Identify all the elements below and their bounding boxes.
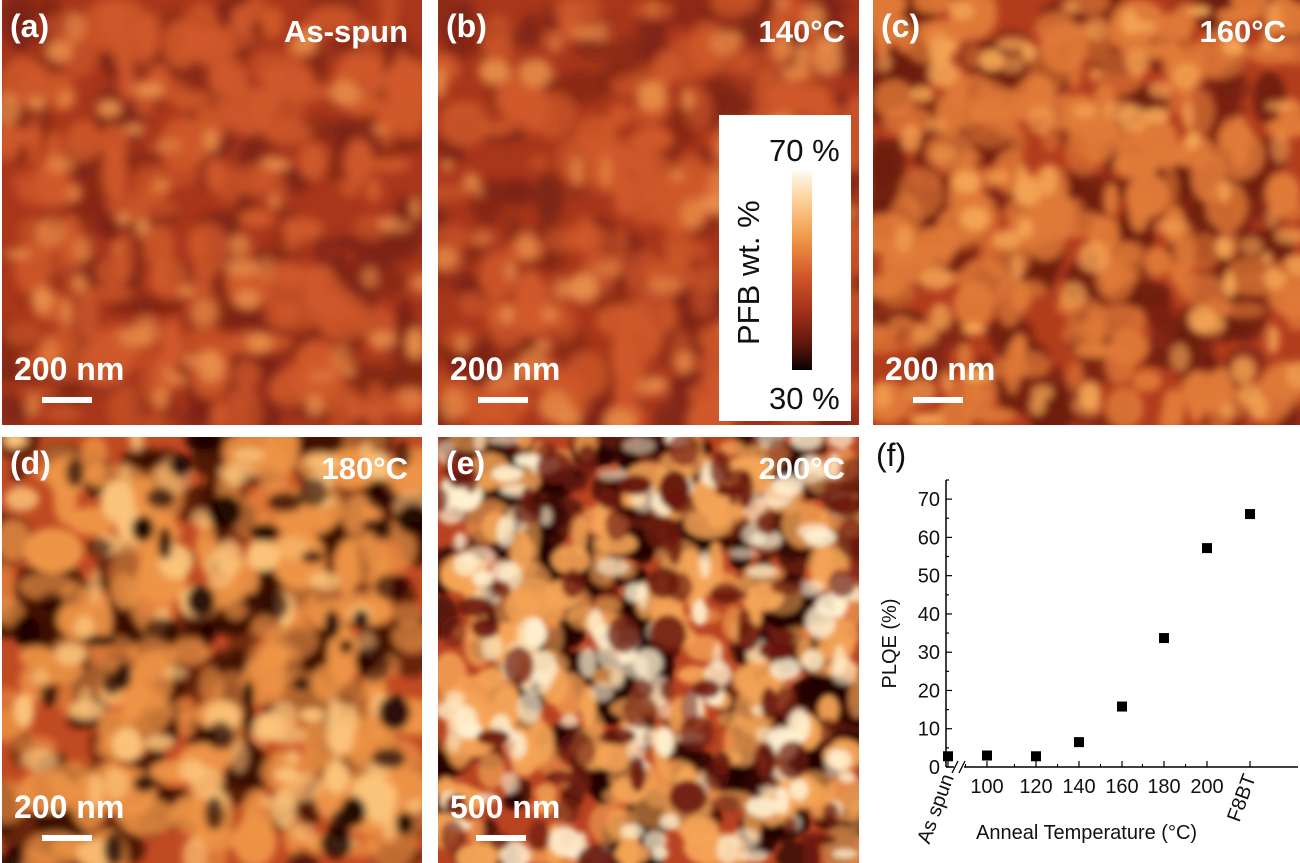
panel-label: (b)	[446, 8, 487, 44]
y-tick-label: 70	[918, 489, 940, 511]
scale-bar	[42, 397, 92, 403]
data-point	[1074, 737, 1084, 748]
data-point	[1202, 543, 1212, 554]
y-axis-label: PLQE (%)	[879, 598, 901, 688]
panel-label: (e)	[446, 445, 486, 481]
scale-bar-label: 200 nm	[450, 351, 561, 387]
scale-bar-label: 500 nm	[450, 789, 561, 825]
afm-image-d	[2, 437, 422, 863]
data-point	[1117, 701, 1127, 712]
panel-label: (c)	[881, 8, 921, 44]
x-tick-label: 100	[970, 776, 1003, 798]
y-tick-label: 30	[918, 642, 940, 664]
afm-panel-d: (d) 180°C 200 nm	[2, 437, 422, 863]
plqe-chart-svg: (f) 0 10 20 30 40 50 60 70 PLQE (%) As spun 100 120 1…	[876, 437, 1298, 847]
y-tick-label: 60	[918, 527, 940, 549]
afm-panel-e: (e) 200°C 500 nm	[438, 437, 859, 863]
afm-panel-c: (c) 160°C 200 nm	[873, 0, 1300, 425]
data-point	[1159, 633, 1169, 644]
x-tick-label: 140	[1062, 776, 1095, 798]
y-tick-label: 10	[918, 719, 940, 741]
x-axis-label: Anneal Temperature (°C)	[976, 822, 1197, 844]
data-point	[1031, 751, 1041, 762]
y-tick-label: 50	[918, 566, 940, 588]
x-tick-label: 120	[1019, 776, 1052, 798]
data-point	[943, 751, 953, 762]
plqe-chart: (f) 0 10 20 30 40 50 60 70 PLQE (%) As spun 100 120 1…	[866, 432, 1300, 863]
x-tick-label: 160	[1105, 776, 1138, 798]
x-tick-label: 180	[1147, 776, 1180, 798]
scale-bar	[42, 835, 92, 841]
colorbar: 70 % 30 % PFB wt. %	[719, 115, 851, 421]
afm-image-e	[438, 437, 859, 863]
axis-break-mark	[958, 760, 966, 774]
afm-panel-a: (a) As-spun 200 nm	[2, 0, 422, 425]
y-tick-label: 20	[918, 680, 940, 702]
axis-break-mark	[951, 760, 959, 774]
colorbar-max-label: 70 %	[769, 133, 840, 168]
data-point	[982, 750, 992, 761]
x-tick-label: As spun	[913, 771, 958, 846]
scale-bar	[476, 835, 526, 841]
data-point	[1245, 509, 1255, 520]
panel-label: (d)	[10, 445, 51, 481]
afm-image-a	[2, 0, 422, 425]
panel-title: 140°C	[758, 14, 845, 49]
panel-title: 180°C	[321, 451, 408, 486]
scale-bar-label: 200 nm	[885, 351, 996, 387]
scale-bar	[478, 397, 528, 403]
afm-image-c	[873, 0, 1300, 425]
y-tick-label: 0	[929, 757, 940, 779]
panel-label: (a)	[10, 8, 50, 44]
colorbar-title: PFB wt. %	[731, 200, 766, 345]
colorbar-min-label: 30 %	[769, 381, 840, 416]
y-tick-label: 40	[918, 604, 940, 626]
scale-bar-label: 200 nm	[14, 351, 125, 387]
scale-bar	[913, 397, 963, 403]
x-tick-label: 200	[1190, 776, 1223, 798]
chart-panel-label: (f)	[876, 437, 906, 473]
colorbar-gradient	[792, 171, 812, 370]
scale-bar-label: 200 nm	[14, 789, 125, 825]
panel-title: As-spun	[284, 14, 408, 49]
x-tick-label: F8BT	[1223, 771, 1260, 824]
panel-title: 160°C	[1199, 14, 1286, 49]
panel-title: 200°C	[758, 451, 845, 486]
